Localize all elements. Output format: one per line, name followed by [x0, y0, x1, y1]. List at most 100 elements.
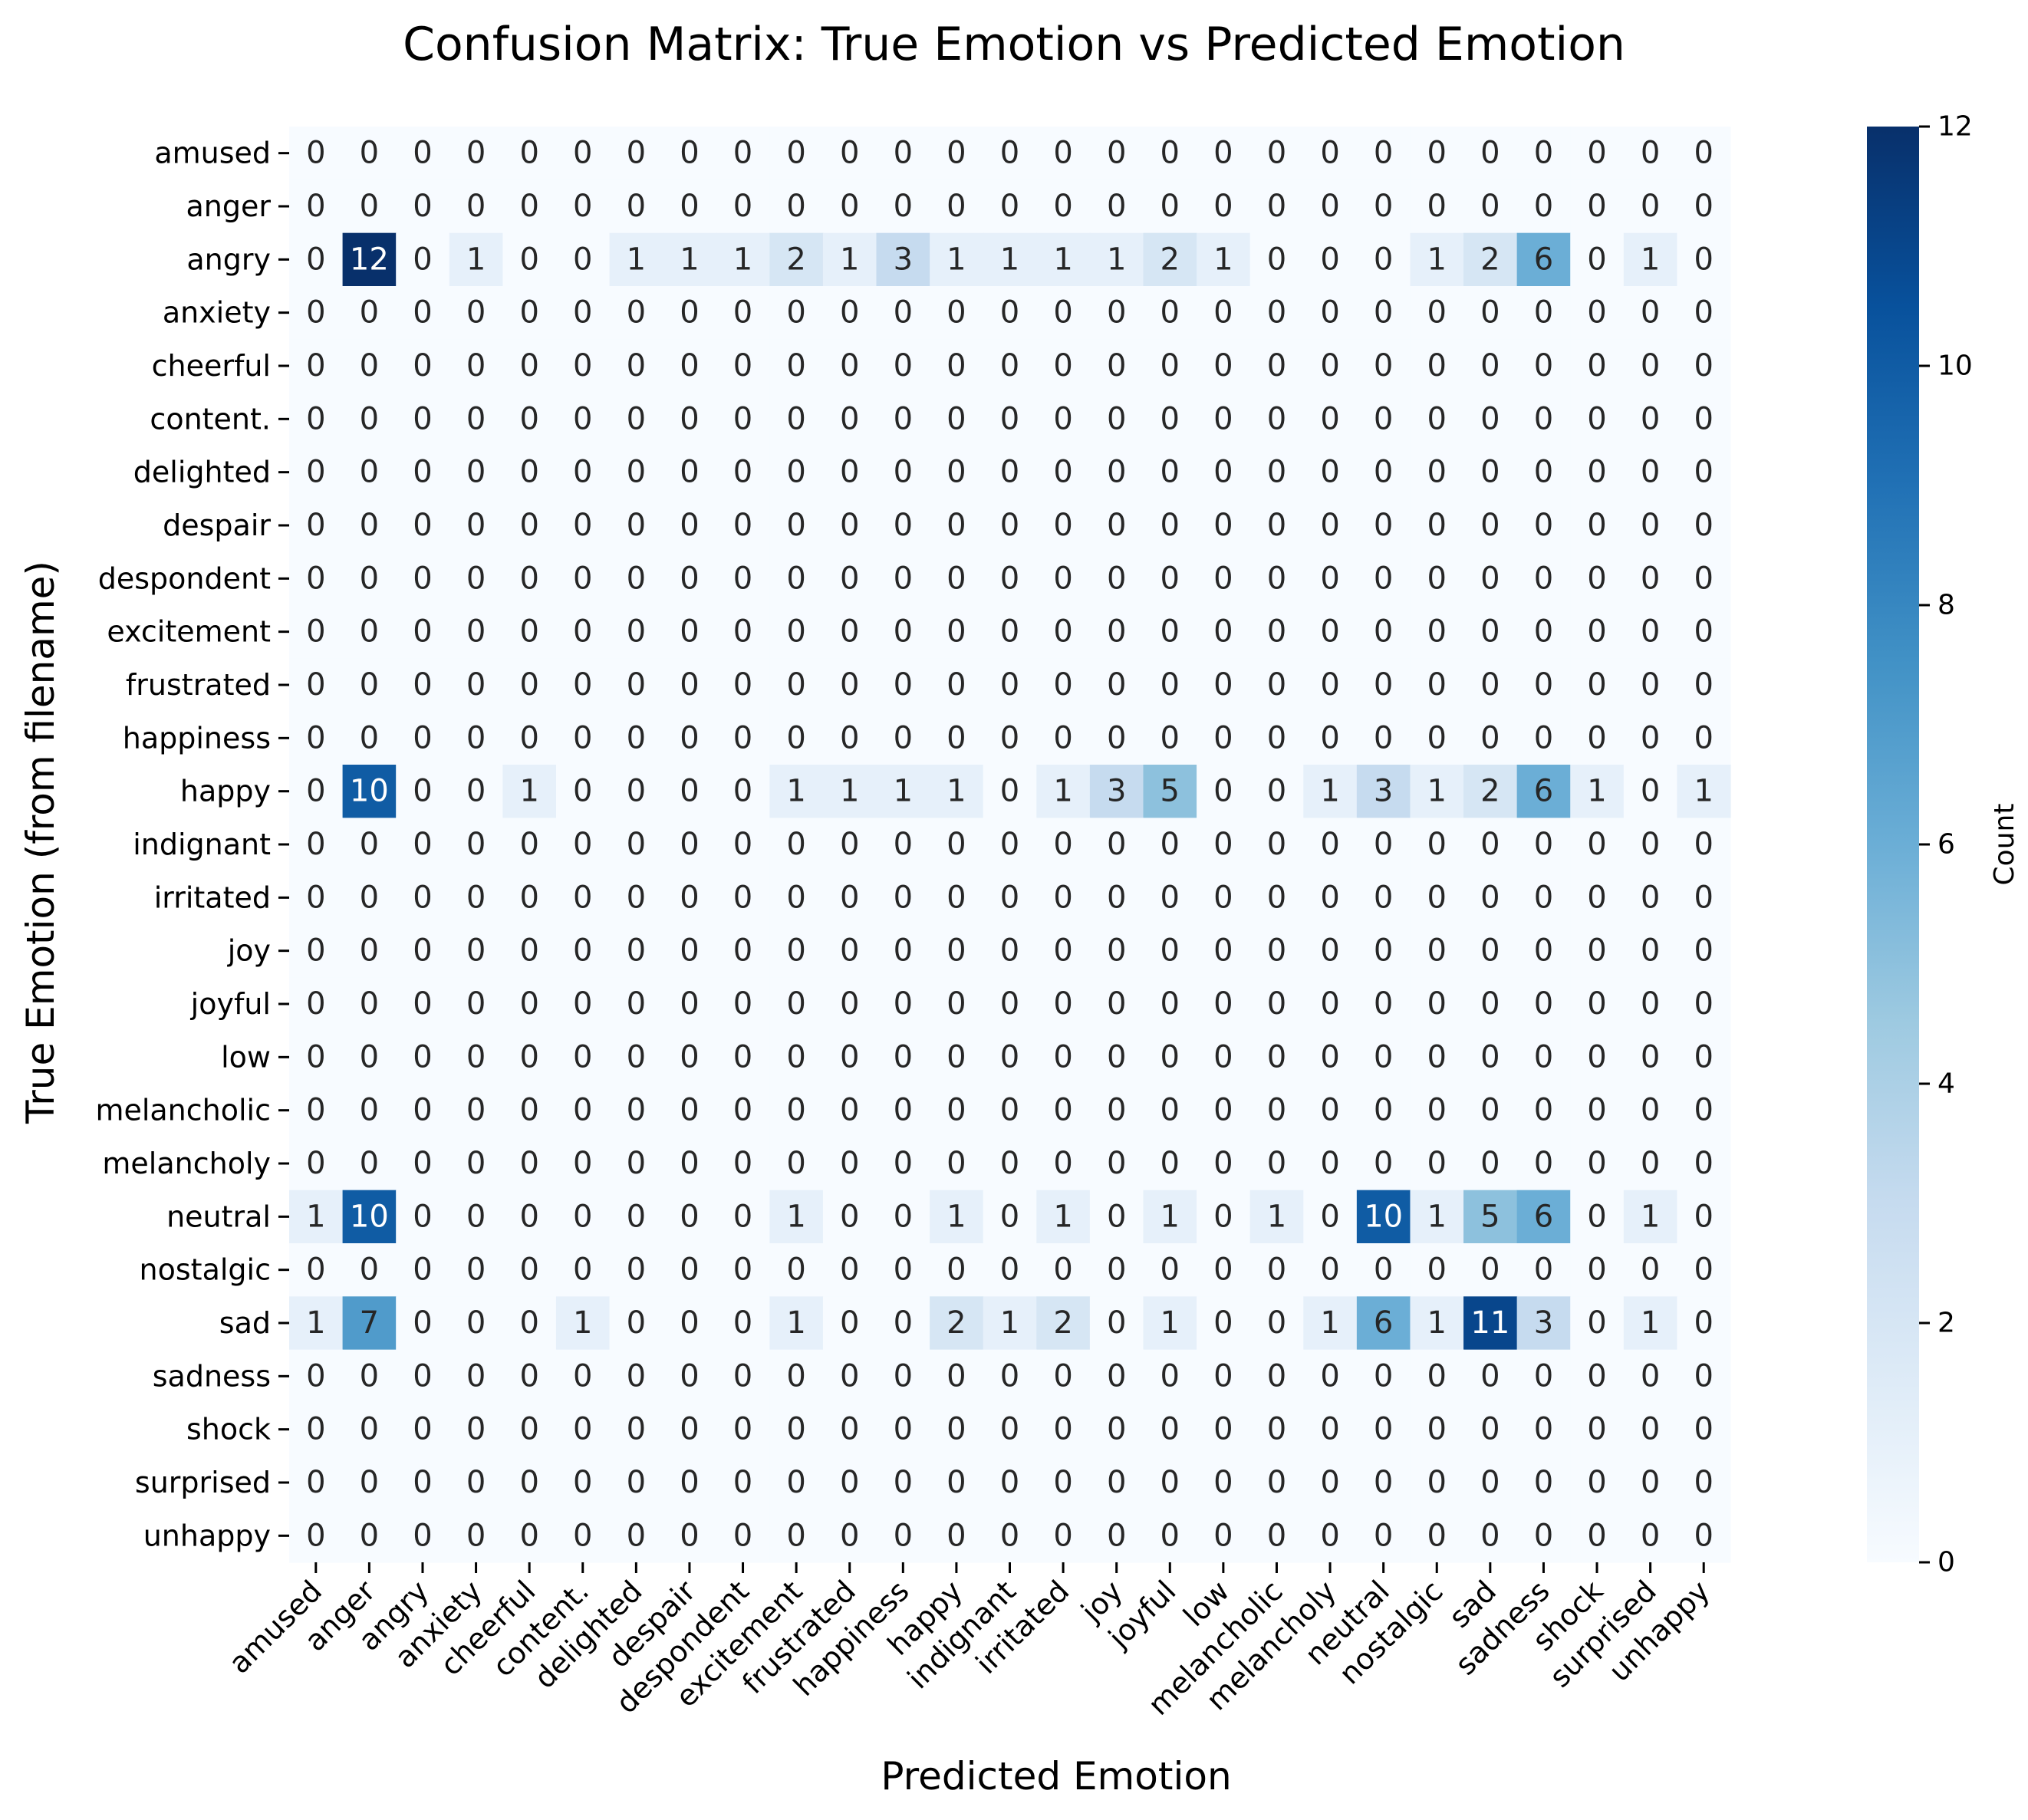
cell-value-label: 0	[894, 136, 913, 171]
heatmap-cell	[449, 392, 503, 446]
colorbar-tick-label: 12	[1937, 111, 1973, 143]
cell-value-label: 0	[894, 1199, 913, 1234]
heatmap-cell	[396, 818, 450, 872]
cell-value-label: 0	[1213, 986, 1233, 1022]
cell-value-label: 0	[573, 136, 592, 171]
heatmap-cell	[502, 232, 557, 287]
cell-value-label: 0	[786, 1146, 805, 1181]
cell-value-label: 6	[1534, 242, 1553, 277]
cell-value-label: 0	[1694, 667, 1713, 703]
heatmap-cell	[1303, 1137, 1358, 1191]
cell-value-label: 0	[519, 1039, 538, 1075]
heatmap-cell	[876, 1137, 930, 1191]
cell-value-label: 0	[360, 933, 379, 969]
cell-value-label: 0	[627, 986, 646, 1022]
cell-value-label: 0	[1587, 1252, 1606, 1288]
heatmap-cell	[502, 499, 557, 553]
cell-value-label: 0	[1694, 1039, 1713, 1075]
cell-value-label: 0	[1587, 720, 1606, 755]
y-tick-label: joyful	[190, 987, 271, 1021]
heatmap-cell	[1623, 977, 1678, 1032]
cell-value-label: 0	[680, 508, 699, 543]
cell-value-label: 0	[627, 614, 646, 650]
heatmap-cell	[502, 977, 557, 1032]
cell-value-label: 0	[306, 1518, 325, 1553]
heatmap-cell	[1089, 1030, 1144, 1084]
cell-value-label: 0	[1480, 986, 1500, 1022]
heatmap-cell	[716, 1403, 770, 1456]
cell-value-label: 0	[1641, 827, 1660, 862]
heatmap-cell	[1570, 1084, 1625, 1137]
cell-value-label: 0	[573, 1093, 592, 1128]
heatmap-cell	[716, 1030, 770, 1084]
heatmap-cell	[502, 818, 557, 872]
heatmap-cell	[769, 232, 824, 287]
cell-value-label: 0	[1534, 880, 1553, 915]
cell-value-label: 0	[1480, 1358, 1500, 1394]
cell-value-label: 0	[627, 401, 646, 436]
heatmap-cell	[663, 127, 717, 180]
cell-value-label: 0	[1213, 455, 1233, 490]
heatmap-cell	[876, 499, 930, 553]
heatmap-cell	[1249, 1030, 1304, 1084]
cell-value-label: 0	[1320, 242, 1339, 277]
cell-value-label: 0	[733, 348, 752, 383]
heatmap-cell	[1197, 1243, 1251, 1297]
cell-value-label: 0	[1000, 1412, 1019, 1447]
cell-value-label: 0	[627, 1358, 646, 1394]
heatmap-cell	[1356, 711, 1411, 765]
cell-value-label: 0	[360, 1252, 379, 1288]
cell-value-label: 0	[1267, 1093, 1286, 1128]
cell-value-label: 0	[1641, 774, 1660, 809]
heatmap-cell	[1249, 1403, 1304, 1456]
heatmap-cell	[1089, 179, 1144, 234]
heatmap-cell	[1516, 658, 1571, 713]
cell-value-label: 0	[1427, 1518, 1447, 1553]
heatmap-cell	[1197, 977, 1251, 1032]
cell-value-label: 0	[786, 880, 805, 915]
heatmap-cell	[1197, 232, 1251, 287]
heatmap-cell	[1463, 286, 1518, 340]
heatmap-cell	[342, 499, 397, 553]
heatmap-cell	[716, 1509, 770, 1563]
cell-value-label: 0	[1267, 1039, 1286, 1075]
heatmap-cell	[342, 658, 397, 713]
heatmap-cell	[289, 605, 344, 659]
cell-value-label: 0	[1641, 1518, 1660, 1553]
heatmap-cell	[663, 551, 717, 606]
heatmap-cell	[342, 1296, 397, 1351]
cell-value-label: 0	[680, 774, 699, 809]
cell-value-label: 0	[466, 1146, 486, 1181]
cell-value-label: 0	[1161, 1465, 1180, 1500]
heatmap-cell	[1143, 127, 1197, 180]
cell-value-label: 0	[1480, 295, 1500, 331]
heatmap-cell	[1516, 1137, 1571, 1191]
cell-value-label: 0	[1641, 986, 1660, 1022]
cell-value-label: 0	[1267, 614, 1286, 650]
cell-value-label: 0	[786, 933, 805, 969]
heatmap-cell	[1143, 605, 1197, 659]
heatmap-cell	[502, 392, 557, 446]
heatmap-cell	[1463, 127, 1518, 180]
heatmap-cell	[930, 1137, 984, 1191]
heatmap-cell	[396, 924, 450, 978]
heatmap-cell	[930, 232, 984, 287]
heatmap-cell	[1356, 392, 1411, 446]
heatmap-cell	[1570, 1137, 1625, 1191]
heatmap-cell	[1249, 446, 1304, 499]
heatmap-cell	[1463, 1403, 1518, 1456]
heatmap-cell	[1036, 499, 1091, 553]
heatmap-cell	[1516, 286, 1571, 340]
heatmap-cell	[396, 1190, 450, 1244]
heatmap-cell	[1623, 765, 1678, 818]
heatmap-cell	[1089, 232, 1144, 287]
heatmap-cell	[289, 977, 344, 1032]
heatmap-cell	[609, 339, 663, 393]
cell-value-label: 0	[1534, 189, 1553, 224]
cell-value-label: 0	[1213, 1252, 1233, 1288]
cell-value-label: 0	[1534, 1465, 1553, 1500]
cell-value-label: 0	[786, 720, 805, 755]
heatmap-cell	[983, 1403, 1037, 1456]
cell-value-label: 0	[733, 508, 752, 543]
cell-value-label: 0	[360, 1358, 379, 1394]
